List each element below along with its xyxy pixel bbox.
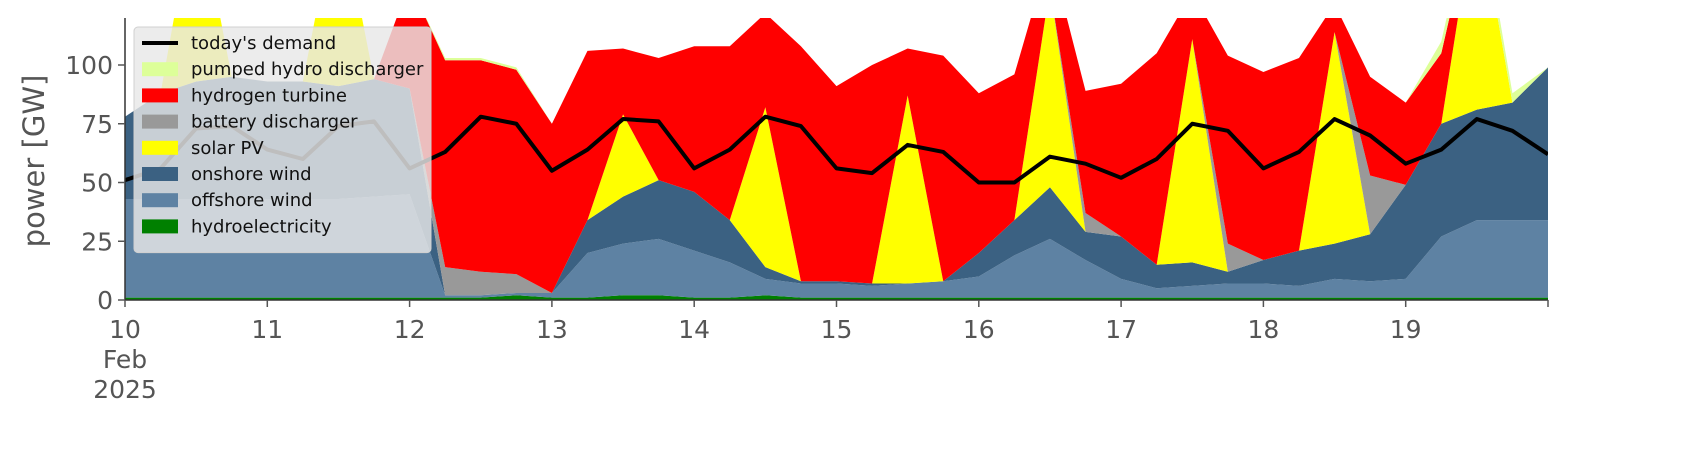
y-tick-label: 100 bbox=[65, 51, 113, 80]
y-tick-label: 50 bbox=[81, 169, 113, 198]
x-tick-label: 19 bbox=[1390, 315, 1422, 344]
x-tick-label: 14 bbox=[678, 315, 710, 344]
legend-item-today-s-demand: today's demand bbox=[142, 33, 336, 54]
x-tick-label: 11 bbox=[251, 315, 283, 344]
y-tick-label: 75 bbox=[81, 110, 113, 139]
x-tick-label: 15 bbox=[821, 315, 853, 344]
area-solar-pv bbox=[125, 18, 1548, 296]
area-hydrogen-turbine bbox=[125, 18, 1548, 293]
legend-item-onshore-wind: onshore wind bbox=[142, 164, 312, 185]
legend: today's demand pumped hydro discharger hyd… bbox=[133, 26, 432, 254]
legend-label: offshore wind bbox=[191, 190, 313, 211]
legend-label: solar PV bbox=[191, 138, 264, 159]
legend-item-solar-pv: solar PV bbox=[142, 138, 264, 159]
legend-swatch bbox=[142, 114, 178, 129]
legend-item-battery-discharger: battery discharger bbox=[142, 112, 358, 133]
legend-item-offshore-wind: offshore wind bbox=[142, 190, 313, 211]
x-tick-label: 18 bbox=[1247, 315, 1279, 344]
legend-label: onshore wind bbox=[191, 164, 312, 185]
legend-swatch bbox=[142, 88, 178, 103]
legend-item-pumped-hydro-discharger: pumped hydro discharger bbox=[142, 59, 424, 80]
legend-label: battery discharger bbox=[191, 112, 358, 133]
legend-label: today's demand bbox=[191, 33, 336, 54]
x-tick-label: 17 bbox=[1105, 315, 1137, 344]
x-tick-label: 13 bbox=[536, 315, 568, 344]
legend-swatch bbox=[142, 167, 178, 181]
legend-box bbox=[133, 26, 432, 254]
legend-label: hydroelectricity bbox=[191, 216, 332, 237]
legend-swatch bbox=[142, 193, 178, 208]
y-tick-label: 0 bbox=[97, 286, 113, 315]
legend-label: hydrogen turbine bbox=[191, 85, 347, 106]
legend-item-hydrogen-turbine: hydrogen turbine bbox=[142, 85, 347, 106]
y-tick-label: 25 bbox=[81, 227, 113, 256]
axes: 0 25 50 75 100 10 Feb 2025 11 12 13 14 15 16 17 18 19 bbox=[65, 18, 1549, 404]
legend-swatch bbox=[142, 140, 178, 155]
x-tick-label: 16 bbox=[963, 315, 995, 344]
x-tick-label: 10 Feb 2025 bbox=[93, 315, 157, 404]
x-tick-label: 12 bbox=[394, 315, 426, 344]
legend-swatch bbox=[142, 62, 178, 77]
legend-label: pumped hydro discharger bbox=[191, 59, 424, 80]
legend-swatch bbox=[142, 219, 178, 234]
y-axis-label: power [GW] bbox=[17, 75, 51, 248]
legend-item-hydroelectricity: hydroelectricity bbox=[142, 216, 332, 237]
